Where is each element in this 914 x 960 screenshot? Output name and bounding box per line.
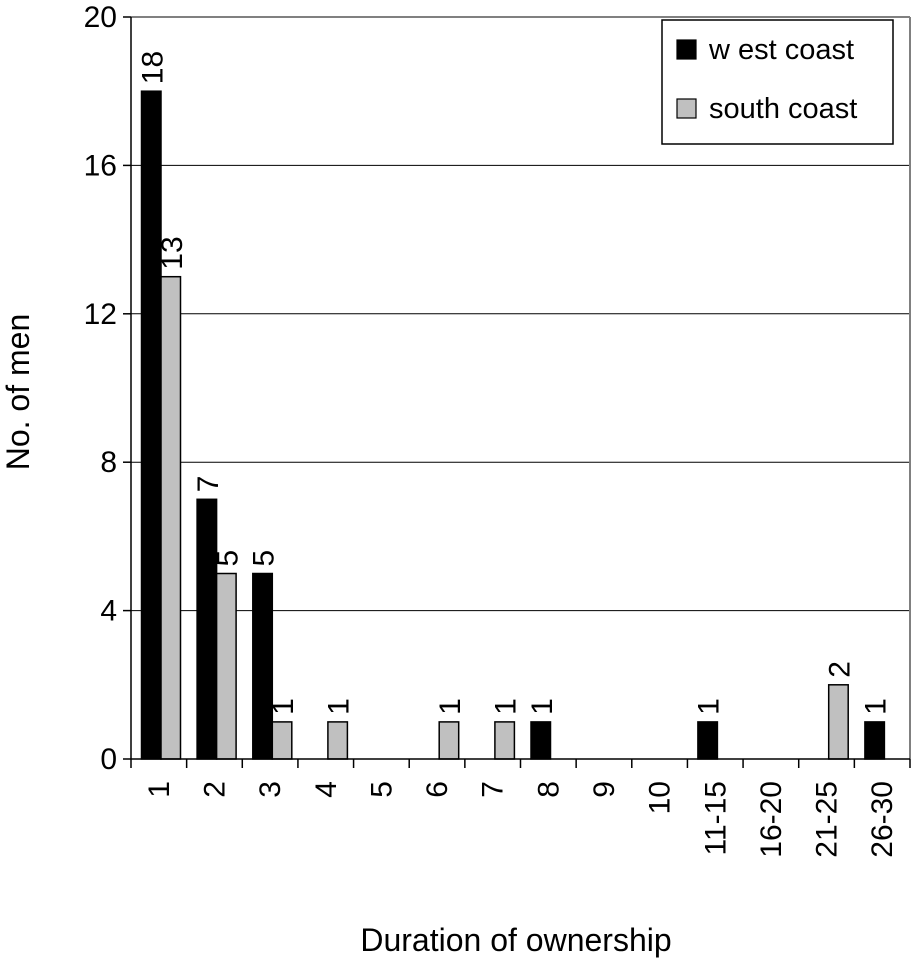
x-tick-label: 21-25	[811, 781, 844, 858]
data-label: 13	[156, 236, 189, 269]
bar	[327, 721, 349, 760]
data-label: 5	[211, 550, 244, 567]
legend-label-south-coast: south coast	[709, 93, 857, 125]
x-tick-label: 6	[421, 781, 454, 798]
legend-label-west-coast: w est coast	[708, 34, 854, 66]
y-tick-labels: 0 4 8 12 16 20	[84, 1, 117, 776]
axes	[123, 16, 911, 768]
data-label: 1	[267, 698, 300, 715]
legend-swatch-west-coast	[676, 39, 697, 60]
legend-box	[661, 19, 894, 145]
bar	[530, 721, 552, 760]
data-label: 1	[526, 698, 559, 715]
gridlines	[131, 164, 910, 612]
x-tick-label: 3	[254, 781, 287, 798]
y-tick-label: 4	[100, 595, 117, 628]
x-tick-label: 5	[365, 781, 398, 798]
y-tick-label: 12	[84, 298, 117, 331]
y-tick-label: 0	[100, 743, 117, 776]
y-tick-label: 8	[100, 446, 117, 479]
data-label: 1	[434, 698, 467, 715]
x-tick-label: 7	[477, 781, 510, 798]
legend: w est coast south coast	[661, 19, 894, 145]
x-axis-title: Duration of ownership	[360, 922, 671, 958]
x-tick-label: 4	[310, 781, 343, 798]
bar	[827, 684, 849, 760]
x-tick-label: 8	[532, 781, 565, 798]
data-label: 1	[693, 698, 726, 715]
bar	[271, 721, 293, 760]
bar	[140, 90, 162, 760]
bars	[140, 90, 886, 760]
data-label: 18	[136, 51, 169, 84]
y-axis-title: No. of men	[0, 314, 36, 471]
legend-swatch-south-coast	[676, 98, 697, 119]
x-tick-label: 9	[588, 781, 621, 798]
bar	[215, 572, 237, 760]
data-label: 1	[860, 698, 893, 715]
x-tick-label: 10	[644, 781, 677, 814]
x-tick-label: 26-30	[866, 781, 899, 858]
data-label: 7	[192, 476, 225, 493]
bar	[196, 498, 218, 760]
bar	[864, 721, 886, 760]
data-label: 1	[490, 698, 523, 715]
y-tick-label: 16	[84, 149, 117, 182]
bar	[438, 721, 460, 760]
bar	[494, 721, 516, 760]
bar	[160, 275, 182, 760]
x-tick-labels: 1 2 3 4 5 6 7 8 9 10 11-15 16-20 21-25 26-30	[143, 781, 899, 858]
x-tick-label: 2	[199, 781, 232, 798]
y-tick-label: 20	[84, 1, 117, 34]
bar	[697, 721, 719, 760]
x-tick-label: 11-15	[699, 781, 732, 856]
data-label: 1	[323, 698, 356, 715]
bar	[252, 572, 274, 760]
data-label: 5	[248, 550, 281, 567]
x-tick-label: 1	[143, 781, 176, 798]
data-label: 2	[824, 661, 857, 678]
x-tick-label: 16-20	[755, 781, 788, 858]
